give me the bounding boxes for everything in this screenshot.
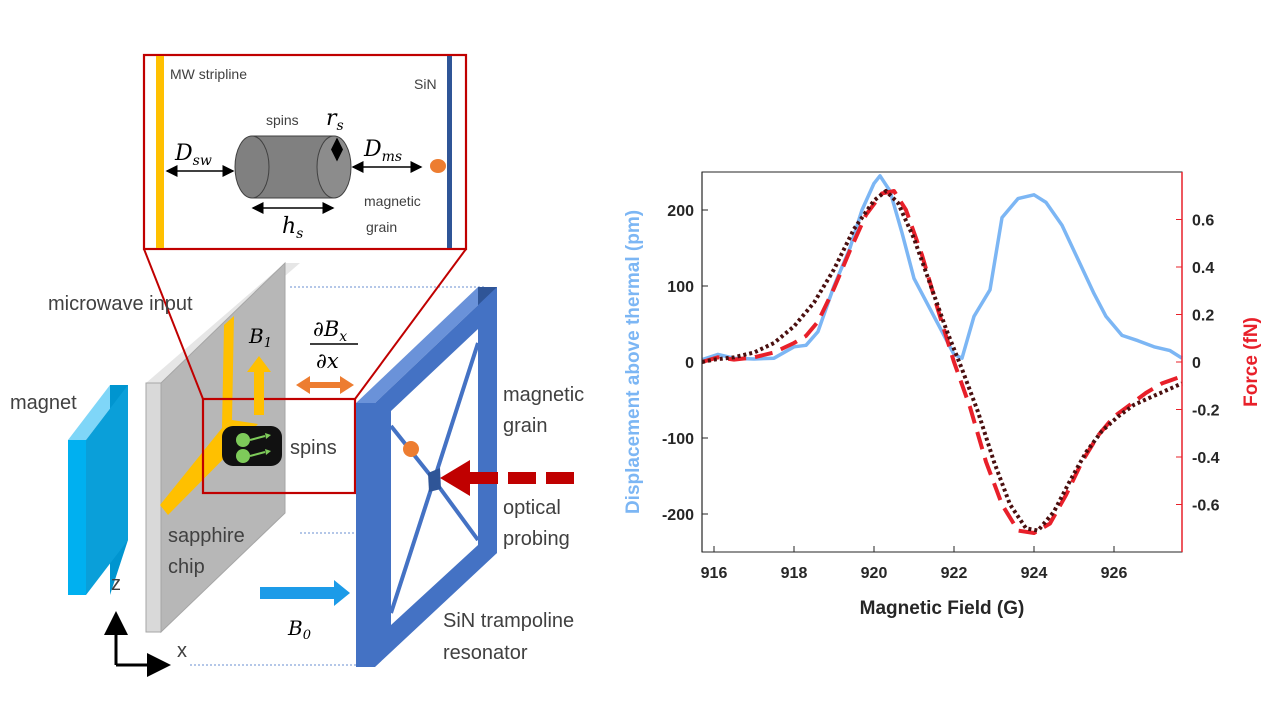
x-tick-label: 918 [781, 565, 808, 582]
b0-label: B0 [287, 616, 311, 643]
guide-lines [190, 286, 486, 666]
inset-spins-label: spins [266, 112, 299, 128]
axis-z-label: z [111, 573, 121, 595]
magnetic-grain-label-2: grain [503, 415, 547, 437]
series-layer [701, 174, 1183, 535]
x-tick-label: 926 [1101, 565, 1128, 582]
svg-text:∂Bx: ∂Bx [313, 317, 347, 345]
setup-diagram: magnet B1 spins [10, 53, 584, 677]
x-tick-label: 922 [941, 565, 968, 582]
microwave-input-label: microwave input [48, 293, 193, 315]
trampoline-label-2: resonator [443, 642, 528, 664]
y-tick-label: -200 [662, 507, 694, 524]
y-tick-label: 0 [685, 355, 694, 372]
inset-sin-membrane [447, 56, 452, 248]
magnet-block [68, 385, 128, 595]
inset-magnetic-label: magnetic [364, 193, 421, 209]
inset-panel: MW stripline SiN spins rs Dsw Dms hs mag… [142, 53, 468, 251]
b1-label: B1 [248, 324, 272, 351]
magnetic-grain-label-1: magnetic [503, 384, 584, 406]
y-right-tick-label: 0.2 [1192, 308, 1214, 325]
spins-label: spins [290, 437, 337, 459]
gradient-arrow [296, 376, 354, 394]
plot-frame [701, 171, 1183, 553]
spins-icon [222, 426, 282, 466]
inset-sin-label: SiN [414, 76, 437, 92]
inset-grain-label: grain [366, 219, 397, 235]
y-right-tick-label: 0 [1192, 355, 1201, 372]
optical-probing-label-1: optical [503, 497, 561, 519]
y-axis-label: Displacement above thermal (pm) [623, 210, 644, 514]
y-right-tick-label: 0.4 [1192, 260, 1214, 277]
d-sw-label: Dsw [174, 141, 212, 169]
coordinate-axes [104, 611, 171, 677]
inset-mw-stripline-label: MW stripline [170, 66, 247, 82]
axis-x-label: x [177, 640, 187, 662]
r-s-label: rs [326, 106, 344, 134]
inset-stripline [156, 56, 164, 248]
optical-probing-label-2: probing [503, 528, 570, 550]
svg-text:∂x: ∂x [316, 349, 339, 373]
x-axis: 916 918 920 922 924 926 [701, 546, 1128, 582]
spin-cylinder [234, 135, 352, 199]
y-tick-label: -100 [662, 431, 694, 448]
y-axis-right: -0.6 -0.4 -0.2 0 0.2 0.4 0.6 [1176, 213, 1220, 515]
trampoline-label-1: SiN trampoline [443, 610, 574, 632]
series-line-2 [701, 189, 1183, 535]
y-right-tick-label: -0.6 [1192, 498, 1220, 515]
trampoline-resonator [356, 287, 497, 667]
b0-arrow [260, 580, 350, 606]
h-s-label: hs [282, 214, 303, 242]
y-axis-right-label: Force (fN) [1241, 317, 1262, 407]
x-tick-label: 920 [861, 565, 888, 582]
sapphire-chip-label-2: chip [168, 556, 205, 578]
y-right-tick-label: 0.6 [1192, 213, 1214, 230]
series-line-1 [701, 174, 1183, 362]
x-tick-label: 916 [701, 565, 728, 582]
y-right-tick-label: -0.2 [1192, 403, 1220, 420]
y-tick-label: 200 [667, 203, 694, 220]
d-ms-label: Dms [363, 137, 402, 165]
x-tick-label: 924 [1021, 565, 1048, 582]
y-axis-left: -200 -100 0 100 200 [662, 203, 708, 524]
sapphire-chip-label-1: sapphire [168, 525, 245, 547]
series-line-3 [701, 189, 1183, 533]
inset-connectors [143, 248, 467, 400]
inset-magnetic-grain [430, 159, 446, 173]
gradient-label: ∂Bx ∂x [310, 317, 358, 373]
spin-region-box [201, 397, 357, 495]
magnetic-grain-dot [403, 441, 419, 457]
y-right-tick-label: -0.4 [1192, 450, 1220, 467]
x-axis-label: Magnetic Field (G) [860, 598, 1025, 619]
b1-arrow [247, 356, 271, 415]
magnet-label: magnet [10, 392, 77, 414]
optical-probing-arrow [440, 460, 574, 496]
y-tick-label: 100 [667, 279, 694, 296]
